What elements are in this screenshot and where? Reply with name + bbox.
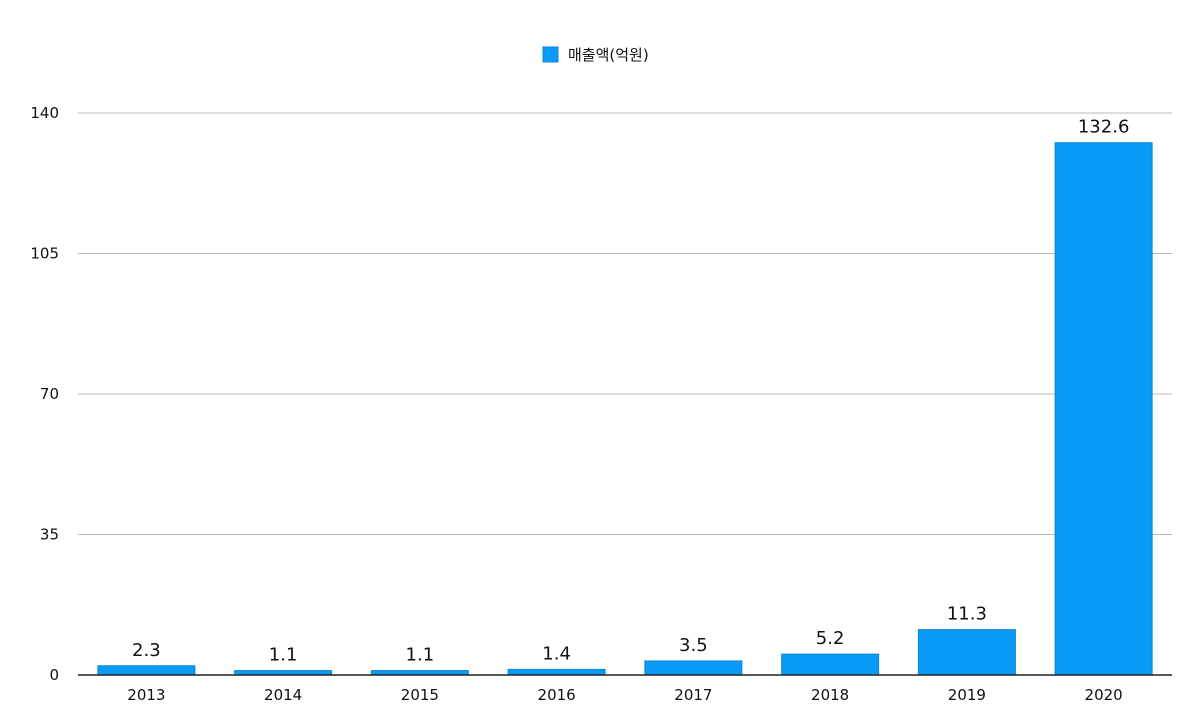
x-tick-label-2017: 2017 [674, 686, 712, 704]
legend-swatch [542, 46, 559, 63]
data-label-2018: 5.2 [816, 628, 845, 649]
data-label-2013: 2.3 [132, 640, 161, 661]
data-label-2014: 1.1 [269, 645, 298, 666]
y-tick-label: 105 [30, 245, 59, 263]
bar-2016 [507, 668, 606, 676]
x-tick-label-2014: 2014 [264, 686, 302, 704]
x-axis-ticks: 2013 2014 2015 2016 2017 2018 2019 2020 [127, 686, 1122, 704]
data-label-2020: 132.6 [1078, 117, 1130, 138]
data-label-2015: 1.1 [406, 645, 435, 666]
x-tick-label-2018: 2018 [811, 686, 849, 704]
x-tick-label-2019: 2019 [948, 686, 986, 704]
data-label-2017: 3.5 [679, 635, 708, 656]
bar-2013 [97, 665, 196, 676]
x-tick-label-2015: 2015 [401, 686, 439, 704]
legend-label: 매출액(억원) [568, 46, 649, 64]
y-tick-label: 70 [40, 385, 59, 403]
gridlines [78, 112, 1172, 535]
data-label-2016: 1.4 [542, 643, 571, 664]
legend: 매출액(억원) [542, 46, 649, 64]
y-axis-ticks: 0 35 70 105 140 [30, 104, 59, 684]
bar-2019 [917, 629, 1016, 676]
bar-2017 [644, 660, 743, 676]
data-labels: 2.3 1.1 1.1 1.4 3.5 5.2 11.3 132.6 [132, 117, 1129, 666]
y-tick-label: 140 [30, 104, 59, 122]
bar-2018 [781, 653, 880, 676]
x-tick-label-2020: 2020 [1085, 686, 1123, 704]
y-tick-label: 0 [49, 666, 59, 684]
data-label-2019: 11.3 [947, 604, 987, 625]
y-tick-label: 35 [40, 526, 59, 544]
bars [97, 142, 1153, 676]
x-tick-label-2013: 2013 [127, 686, 165, 704]
x-tick-label-2016: 2016 [538, 686, 576, 704]
bar-2020 [1054, 142, 1153, 676]
